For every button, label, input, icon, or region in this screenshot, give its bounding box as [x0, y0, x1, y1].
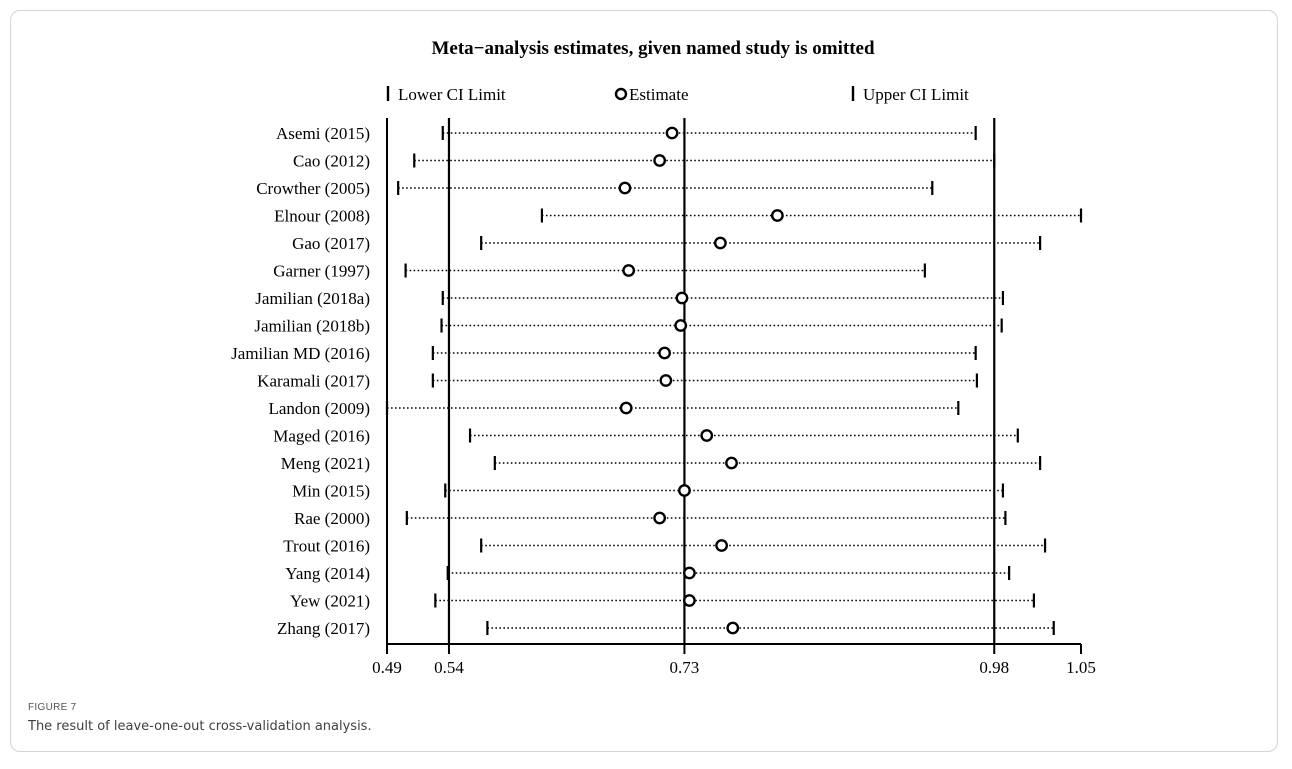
study-label: Cao (2012) [293, 152, 370, 171]
study-row: Asemi (2015) [276, 124, 977, 143]
study-label: Jamilian (2018b) [254, 317, 370, 336]
study-label: Jamilian (2018a) [255, 289, 370, 308]
estimate-marker [726, 621, 740, 635]
x-tick-label: 1.05 [1066, 658, 1096, 677]
study-label: Gao (2017) [292, 234, 370, 253]
legend: Lower CI Limit Estimate Upper CI Limit [386, 85, 969, 104]
legend-estimate-marker [614, 87, 628, 101]
estimate-marker [682, 594, 696, 607]
estimate-marker [713, 236, 727, 250]
study-row: Garner (1997) [273, 262, 926, 281]
study-row: Yew (2021) [290, 592, 1036, 611]
study-label: Karamali (2017) [257, 372, 370, 391]
estimate-marker [725, 456, 738, 470]
study-label: Maged (2016) [273, 427, 370, 446]
study-row: Gao (2017) [292, 234, 1042, 253]
study-row: Cao (2012) [293, 152, 996, 171]
estimate-marker [622, 264, 636, 277]
study-row: Maged (2016) [273, 427, 1019, 446]
study-row: Jamilian MD (2016) [231, 344, 977, 363]
study-label: Asemi (2015) [276, 124, 370, 143]
study-label: Elnour (2008) [274, 207, 370, 226]
study-label: Rae (2000) [294, 509, 370, 528]
estimate-marker [700, 429, 714, 442]
study-label: Trout (2016) [283, 537, 370, 556]
estimate-marker [678, 484, 691, 497]
legend-estimate-label: Estimate [629, 85, 688, 104]
x-tick-label: 0.98 [979, 658, 1009, 677]
study-row: Yang (2014) [285, 564, 1011, 583]
legend-lower-label: Lower CI Limit [398, 85, 506, 104]
estimate-marker [682, 566, 696, 580]
study-row: Crowther (2005) [256, 179, 934, 198]
study-label: Crowther (2005) [256, 179, 370, 198]
figure-label: FIGURE 7 [28, 702, 77, 713]
estimate-marker [675, 291, 689, 305]
study-label: Landon (2009) [268, 399, 370, 418]
estimate-marker [618, 181, 632, 195]
study-row: Karamali (2017) [257, 372, 979, 391]
estimate-marker [715, 539, 729, 552]
estimate-marker [659, 374, 673, 387]
study-row: Jamilian (2018a) [255, 289, 1005, 308]
x-tick-label: 0.49 [372, 658, 402, 677]
chart-title: Meta−analysis estimates, given named stu… [431, 38, 874, 59]
estimate-marker [653, 154, 667, 167]
study-label: Min (2015) [292, 482, 370, 501]
study-row: Trout (2016) [283, 537, 1047, 556]
study-row: Elnour (2008) [274, 207, 1083, 226]
study-rows: Asemi (2015) Cao (2012) Crowther (2005) Eln… [231, 124, 1083, 638]
study-label: Yang (2014) [285, 564, 370, 583]
estimate-marker [665, 126, 679, 140]
study-row: Rae (2000) [294, 509, 1007, 528]
legend-upper-label: Upper CI Limit [863, 85, 969, 104]
estimate-marker [658, 346, 671, 360]
estimate-marker [770, 209, 784, 222]
study-label: Zhang (2017) [277, 619, 370, 638]
study-row: Min (2015) [292, 482, 1005, 501]
study-label: Meng (2021) [281, 454, 370, 473]
study-label: Jamilian MD (2016) [231, 344, 370, 363]
x-tick-label: 0.54 [434, 658, 464, 677]
figure-caption: The result of leave-one-out cross-valida… [28, 719, 372, 734]
x-tick-label: 0.73 [670, 658, 700, 677]
estimate-marker [653, 511, 667, 525]
study-label: Garner (1997) [273, 262, 370, 281]
estimate-marker [619, 401, 633, 415]
estimate-marker [674, 319, 688, 332]
study-label: Yew (2021) [290, 592, 370, 611]
study-row: Jamilian (2018b) [254, 317, 1003, 336]
study-row: Landon (2009) [268, 399, 960, 418]
study-row: Zhang (2017) [277, 619, 1055, 638]
study-row: Meng (2021) [281, 454, 1042, 473]
x-axis: 0.49 0.54 0.73 0.98 1.05 [372, 643, 1096, 677]
